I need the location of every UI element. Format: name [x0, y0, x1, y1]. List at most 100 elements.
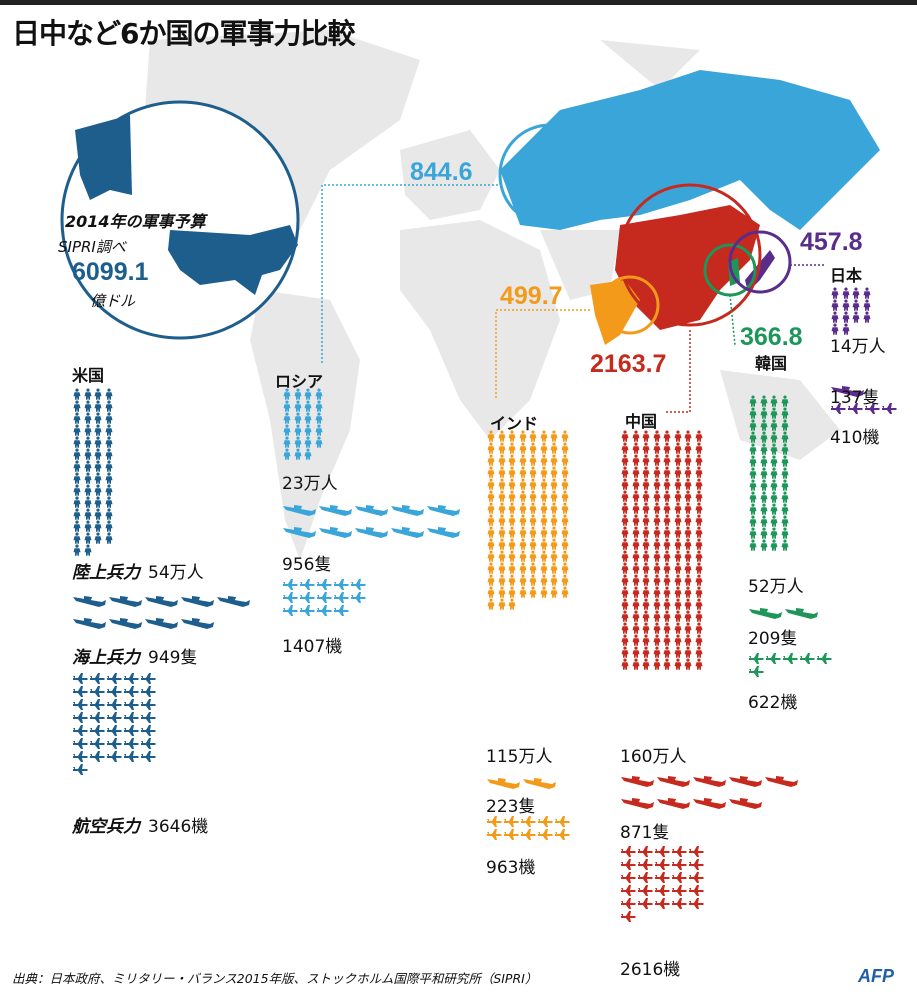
usa-soldier-icon [94, 472, 102, 484]
india-soldier-icon [529, 574, 537, 586]
india-soldier-icon [498, 574, 505, 586]
china-soldier-icon [632, 538, 639, 550]
china-soldier-icon [642, 538, 650, 550]
russia-soldier-icon [294, 424, 301, 436]
japan-troops-label: 14万人 [830, 337, 886, 357]
china-ship-icon [693, 798, 726, 809]
india-troops-label: 115万人 [486, 747, 553, 767]
russia-soldier-icon [294, 388, 301, 400]
korea-soldier-icon [760, 491, 767, 503]
india-soldier-icon [498, 550, 505, 562]
china-soldier-icon [632, 550, 639, 562]
china-soldier-icon [695, 430, 702, 442]
korea-soldier-icon [770, 539, 778, 551]
china-soldier-icon [642, 658, 650, 670]
china-soldier-icon [653, 574, 660, 586]
china-aircraft-icon [621, 859, 636, 870]
china-soldier-icon [621, 442, 629, 454]
usa-soldier-icon [105, 520, 112, 532]
india-soldier-icon [508, 574, 516, 586]
india-soldier-icon [561, 562, 568, 574]
budget-usa: 6099.1 [72, 258, 149, 286]
india-aircraft-pictogram [486, 815, 581, 841]
usa-aircraft-icon [90, 712, 105, 723]
china-soldier-icon [695, 442, 702, 454]
china-ships-label: 871隻 [620, 823, 670, 843]
india-soldier-icon [498, 454, 505, 466]
russia-aircraft-pictogram [282, 578, 377, 617]
country-name-usa: 米国 [72, 366, 105, 385]
korea-aircraft-icon [749, 666, 764, 677]
china-soldier-icon [695, 490, 702, 502]
china-soldier-icon [621, 490, 629, 502]
usa-aircraft-icon [90, 673, 105, 684]
usa-ship-icon [73, 596, 106, 607]
usa-ship-icon [73, 618, 106, 629]
india-soldier-icon [487, 490, 495, 502]
korea-soldier-icon [749, 479, 757, 491]
japan-soldier-icon [842, 287, 849, 299]
budget-japan: 457.8 [800, 228, 863, 256]
india-soldier-icon [519, 478, 526, 490]
usa-aircraft-icon [107, 725, 122, 736]
usa-aircraft-icon [124, 725, 139, 736]
china-soldier-icon [695, 658, 702, 670]
china-aircraft-icon [638, 898, 653, 909]
usa-soldier-icon [84, 448, 91, 460]
china-aircraft-icon [689, 872, 704, 883]
usa-soldier-icon [94, 436, 102, 448]
usa-aircraft-label: 航空兵力 3646機 [72, 812, 208, 837]
india-connector [495, 309, 590, 400]
budget-caption-source: SIPRI調べ [58, 238, 126, 256]
india-soldier-icon [561, 430, 568, 442]
korea-soldier-icon [781, 395, 788, 407]
india-ships-pictogram [486, 770, 566, 792]
russia-troops-label: 23万人 [282, 474, 338, 494]
china-soldier-icon [684, 514, 692, 526]
russia-ship-icon [391, 527, 424, 538]
usa-soldier-icon [94, 532, 102, 544]
usa-soldier-icon [105, 412, 112, 424]
china-soldier-icon [632, 622, 639, 634]
china-aircraft-icon [655, 898, 670, 909]
usa-soldier-icon [73, 520, 81, 532]
russia-aircraft-icon [283, 579, 298, 590]
china-soldier-icon [684, 634, 692, 646]
usa-aircraft-icon [124, 738, 139, 749]
india-soldier-icon [550, 574, 558, 586]
india-soldier-icon [540, 526, 547, 538]
russia-ship-icon [355, 505, 388, 516]
china-soldier-icon [632, 502, 639, 514]
india-soldier-icon [561, 454, 568, 466]
korea-soldier-icon [781, 491, 788, 503]
korea-soldier-icon [760, 431, 767, 443]
china-soldier-icon [674, 598, 681, 610]
india-soldier-icon [540, 586, 547, 598]
russia-ship-icon [391, 505, 424, 516]
china-connector [665, 330, 691, 413]
usa-soldier-icon [84, 412, 91, 424]
china-soldier-icon [621, 538, 629, 550]
korea-soldier-icon [749, 491, 757, 503]
china-soldier-icon [684, 658, 692, 670]
usa-aircraft-icon [107, 751, 122, 762]
india-soldier-icon [487, 430, 495, 442]
china-soldier-icon [653, 550, 660, 562]
china-soldier-icon [632, 658, 639, 670]
usa-troops-pictogram [72, 388, 122, 556]
india-soldier-icon [540, 550, 547, 562]
china-soldier-icon [632, 490, 639, 502]
china-soldier-icon [663, 622, 671, 634]
india-soldier-icon [529, 490, 537, 502]
korea-soldier-icon [781, 455, 788, 467]
china-soldier-icon [621, 514, 629, 526]
usa-soldier-icon [84, 424, 91, 436]
japan-soldier-icon [863, 299, 870, 311]
russia-soldier-icon [315, 436, 322, 448]
russia-soldier-icon [283, 424, 291, 436]
china-soldier-icon [621, 574, 629, 586]
china-soldier-icon [695, 610, 702, 622]
usa-aircraft-icon [73, 764, 88, 775]
country-name-japan: 日本 [830, 266, 863, 285]
india-soldier-icon [561, 586, 568, 598]
